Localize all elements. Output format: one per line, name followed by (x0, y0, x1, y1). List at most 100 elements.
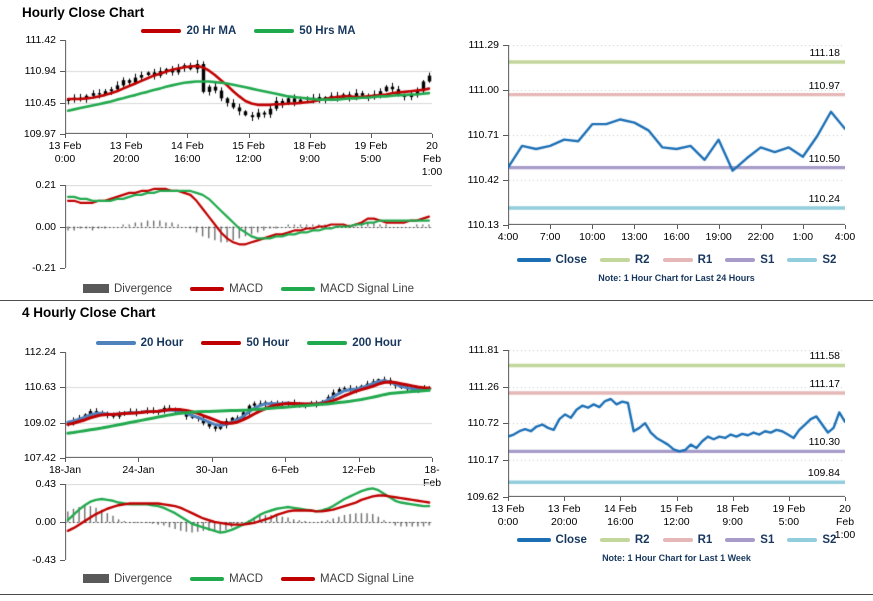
y-tick-mark (60, 458, 65, 459)
y-tick-mark (503, 225, 508, 226)
x-tick-label: 30-Jan (195, 464, 228, 476)
x-tick-label: 24-Jan (122, 464, 155, 476)
legend-label: 20 Hour (140, 336, 184, 349)
macd-swatch (190, 286, 225, 291)
x-tick-mark (65, 458, 66, 462)
macd-signal-line-swatch (281, 576, 316, 581)
four-hourly-macd-canvas (65, 484, 432, 560)
weekly-levels-legend: Close R2 R1 S1 S2 (508, 531, 845, 548)
y-tick-mark (503, 45, 508, 46)
x-tick-label: 13 Feb 20:00 (109, 140, 143, 166)
section-divider (0, 300, 873, 301)
close-swatch (516, 537, 551, 542)
hourly-price-x-axis: 13 Feb 0:00 13 Feb 20:00 14 Feb 16:00 15 Fe… (49, 134, 442, 178)
legend-label: S1 (760, 253, 775, 266)
level-label-s2: 110.24 (808, 192, 840, 205)
legend-label: MACD (229, 282, 264, 295)
legend-item: R1 (662, 254, 712, 266)
hourly-levels-x-axis: 4:00 7:00 10:00 13:00 16:00 19:00 22:00 1:00 4:0… (498, 225, 855, 243)
x-tick-label: 20 Feb 1:00 (834, 503, 856, 542)
y-tick-label: 111.00 (468, 84, 499, 96)
x-tick-mark (432, 458, 433, 462)
legend-label: MACD (229, 572, 264, 585)
x-tick-label: 19:00 (705, 231, 732, 243)
x-tick-mark (677, 225, 678, 229)
x-tick-mark (761, 225, 762, 229)
x-tick-mark (138, 458, 139, 462)
weekly-levels-canvas (508, 350, 845, 497)
x-tick-mark (126, 134, 127, 138)
legend-item: R1 (662, 533, 713, 546)
legend-label: Close (555, 253, 587, 266)
s2-swatch (787, 537, 818, 542)
hourly-levels-y-axis: 111.29 111.00 110.71 110.42 110.13 (467, 39, 508, 231)
r2-swatch (599, 537, 630, 542)
y-tick-mark (60, 40, 65, 41)
y-tick-label: 110.13 (467, 219, 499, 231)
r1-swatch (662, 257, 693, 262)
y-tick-label: 111.81 (468, 344, 499, 356)
legend-label: 50 Hrs MA (299, 24, 356, 37)
four-hourly-price-chart: 20 Hour 50 Hour 200 Hour 112.24 110.63 109.0… (24, 334, 441, 490)
x-tick-mark (371, 134, 372, 138)
page-bottom-divider (0, 594, 873, 595)
s1-swatch (725, 257, 756, 262)
legend-item: MACD Signal Line (281, 283, 414, 295)
x-tick-mark (508, 497, 509, 501)
y-tick-mark (60, 268, 65, 269)
x-tick-label: 18 Feb 9:00 (293, 140, 327, 166)
x-tick-mark (719, 225, 720, 229)
level-label-r2: 111.18 (809, 47, 840, 60)
50-hour-swatch (201, 340, 242, 345)
x-tick-label: 18 Feb 9:00 (716, 503, 750, 529)
x-tick-label: 7:00 (539, 231, 561, 243)
y-tick-label: 110.42 (467, 174, 499, 186)
hourly-close-price-chart: 20 Hr MA 50 Hrs MA 111.42 110.94 110.45 109.… (23, 22, 442, 179)
four-hourly-macd-plot (65, 484, 432, 560)
legend-label: MACD Signal Line (320, 572, 414, 585)
y-tick-label: -0.21 (32, 262, 56, 274)
legend-item: Close (516, 253, 587, 266)
four-hourly-price-x-axis: 18-Jan 24-Jan 30-Jan 6-Feb 12-Feb 18-Feb (49, 458, 441, 489)
y-tick-label: 110.72 (467, 417, 499, 430)
20-hour-swatch (95, 340, 136, 345)
legend-item: Divergence (82, 283, 172, 295)
four-hourly-price-y-axis: 112.24 110.63 109.02 107.42 (24, 346, 65, 464)
legend-label: Divergence (113, 572, 173, 585)
x-tick-mark (187, 134, 188, 138)
y-tick-mark (60, 387, 65, 388)
x-tick-mark (359, 458, 360, 462)
x-tick-label: 15 Feb 12:00 (660, 503, 693, 529)
weekly-levels-x-axis: 13 Feb 0:00 13 Feb 20:00 14 Feb 16:00 15 Fe… (492, 497, 855, 541)
y-tick-mark (60, 185, 65, 186)
x-tick-mark (249, 134, 250, 138)
hourly-macd-canvas (65, 185, 432, 268)
y-tick-label: 0.00 (35, 516, 56, 528)
x-tick-mark (634, 225, 635, 229)
y-tick-mark (60, 71, 65, 72)
hourly-levels-legend: Close R2 R1 S1 S2 (508, 251, 845, 268)
legend-label: R1 (697, 533, 713, 546)
y-tick-mark (503, 387, 508, 388)
r2-swatch (599, 257, 630, 262)
y-tick-label: 111.42 (25, 34, 56, 46)
x-tick-label: 16:00 (663, 231, 690, 243)
hourly-macd-y-axis: 0.21 0.00 -0.21 (25, 179, 65, 274)
legend-item: R2 (599, 534, 650, 546)
x-tick-label: 14 Feb 16:00 (603, 503, 637, 529)
hourly-levels-canvas (508, 45, 845, 225)
x-tick-label: 4:00 (497, 231, 519, 243)
weekly-levels-plot: 111.58 111.17 110.30 109.84 (508, 350, 845, 497)
y-tick-mark (503, 497, 508, 498)
y-tick-label: 109.97 (23, 128, 56, 140)
legend-label: MACD Signal Line (320, 282, 414, 295)
y-tick-mark (503, 460, 508, 461)
y-tick-label: -0.43 (32, 554, 56, 566)
legend-item: 20 Hr MA (141, 25, 236, 37)
x-tick-mark (845, 225, 846, 229)
y-tick-mark (503, 90, 508, 91)
x-tick-label: 18-Jan (48, 464, 82, 476)
y-tick-mark (503, 180, 508, 181)
20-hr-ma-swatch (141, 28, 182, 33)
